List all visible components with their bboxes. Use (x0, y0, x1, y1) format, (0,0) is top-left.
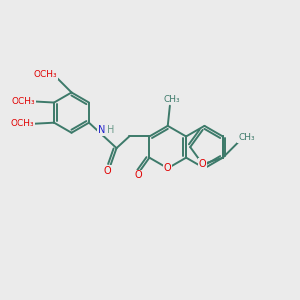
Text: CH₃: CH₃ (163, 95, 180, 104)
Text: OCH₃: OCH₃ (34, 70, 57, 79)
Text: CH₃: CH₃ (238, 133, 255, 142)
Text: O: O (103, 166, 111, 176)
Text: OCH₃: OCH₃ (12, 97, 35, 106)
Text: O: O (199, 159, 206, 169)
Text: H: H (107, 125, 115, 135)
Text: O: O (135, 170, 142, 180)
Text: OCH₃: OCH₃ (11, 119, 34, 128)
Text: O: O (164, 163, 172, 173)
Text: N: N (98, 125, 105, 135)
